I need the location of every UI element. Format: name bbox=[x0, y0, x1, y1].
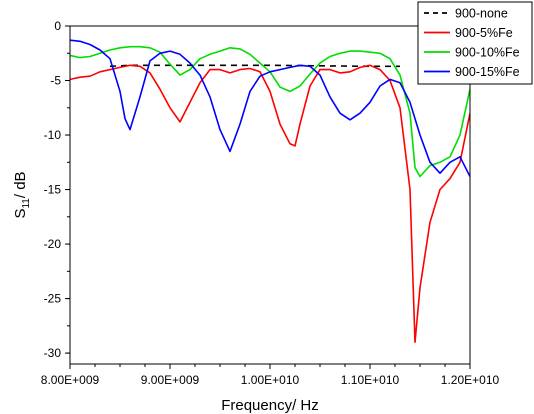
y-axis-title-main: S bbox=[12, 209, 29, 219]
legend-label-3: 900-15%Fe bbox=[455, 65, 520, 79]
y-axis-ticks: 0 -5 -10 -15 -20 -25 -30 bbox=[44, 19, 70, 360]
legend-label-0: 900-none bbox=[455, 7, 508, 21]
y-tick-label: 0 bbox=[54, 19, 61, 33]
y-tick-label: -10 bbox=[44, 128, 62, 142]
legend: 900-none 900-5%Fe 900-10%Fe 900-15%Fe bbox=[417, 1, 533, 85]
y-tick-label: -20 bbox=[44, 237, 62, 251]
x-axis-ticks: 8.00E+009 9.00E+009 1.00E+010 1.10E+010 1.20… bbox=[41, 364, 500, 387]
x-tick-label: 9.00E+009 bbox=[141, 373, 200, 387]
series-line-3 bbox=[70, 39, 470, 177]
y-tick-label: -15 bbox=[44, 183, 62, 197]
y-axis-title: S11/ dB bbox=[12, 171, 32, 218]
series-line-2 bbox=[70, 45, 470, 178]
y-tick-label: -5 bbox=[50, 74, 61, 88]
y-tick-label: -30 bbox=[44, 346, 62, 360]
x-tick-label: 1.20E+010 bbox=[441, 373, 500, 387]
y-tick-label: -25 bbox=[44, 292, 62, 306]
y-axis-title-unit: / dB bbox=[12, 171, 29, 198]
x-tick-label: 8.00E+009 bbox=[41, 373, 100, 387]
x-tick-label: 1.10E+010 bbox=[341, 373, 400, 387]
series-line-1 bbox=[70, 64, 470, 343]
legend-label-1: 900-5%Fe bbox=[455, 26, 513, 40]
y-axis-title-subscript: 11 bbox=[21, 198, 32, 209]
x-axis-title: Frequency/ Hz bbox=[221, 397, 319, 414]
legend-box bbox=[417, 1, 533, 85]
x-tick-label: 1.00E+010 bbox=[241, 373, 300, 387]
legend-label-2: 900-10%Fe bbox=[455, 46, 520, 60]
series-layer bbox=[70, 39, 470, 343]
